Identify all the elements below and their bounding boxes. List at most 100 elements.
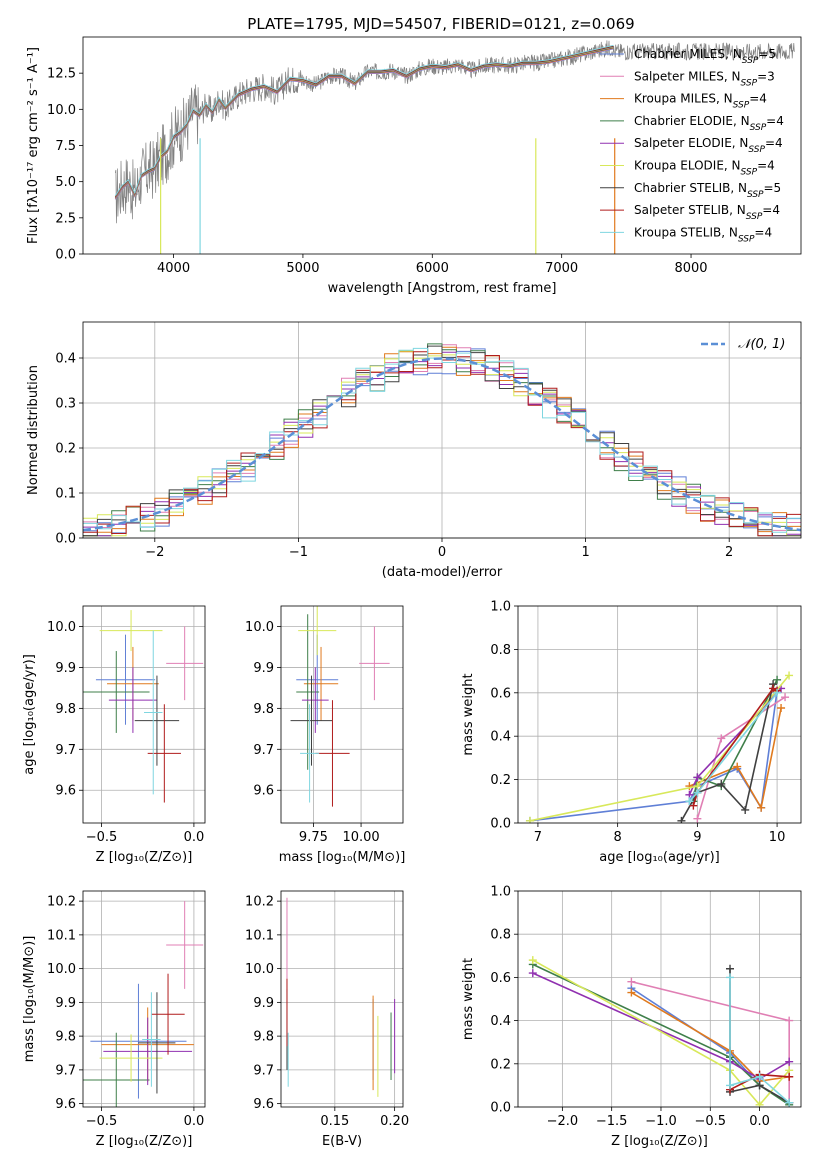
y-tick-label: 1.0 — [490, 600, 511, 615]
y-tick-label: 0.0 — [490, 1101, 511, 1116]
plot-frame — [82, 36, 802, 255]
sfh-marker — [528, 956, 537, 965]
y-tick-label: 9.7 — [55, 1063, 76, 1078]
y-tick-label: 10.0 — [47, 103, 76, 118]
errorbar-salpeter-miles — [166, 901, 204, 989]
sfh-marker — [785, 1057, 794, 1066]
errorbar-salpeter-elodie — [103, 1017, 193, 1086]
x-tick-label: 7000 — [545, 261, 578, 276]
x-tick-label: −1.5 — [596, 1114, 628, 1129]
y-tick-label: 9.8 — [253, 702, 274, 717]
sfh-marker — [717, 779, 726, 788]
sfh-line-kroupa-stelib — [729, 977, 790, 1104]
sfh-line-kroupa-miles — [630, 991, 790, 1082]
y-tick-label: 9.8 — [55, 1030, 76, 1045]
y-tick-label: 9.9 — [253, 661, 274, 676]
sfh-marker — [755, 1072, 764, 1081]
sfh-line-salpeter-elodie — [532, 972, 790, 1080]
observed-spectrum-line — [114, 40, 795, 224]
legend-label: Salpeter MILES, NSSP=3 — [634, 69, 775, 88]
sfh-marker — [785, 1016, 794, 1025]
y-tick-label: 2.5 — [55, 211, 76, 226]
y-tick-label: 10.0 — [47, 620, 76, 635]
y-tick-label: 9.9 — [253, 996, 274, 1011]
errorbar-salpeter-elodie — [301, 667, 329, 733]
y-tick-label: 9.6 — [55, 784, 76, 799]
y-axis-label: mass weight — [461, 958, 476, 1040]
sfh-marker — [717, 734, 726, 743]
y-tick-label: 9.6 — [253, 784, 274, 799]
sfh-marker — [693, 788, 702, 797]
sfh-marker — [785, 1072, 794, 1081]
sfh-marker — [785, 671, 794, 680]
y-tick-label: 7.5 — [55, 139, 76, 154]
plot-frame — [280, 605, 404, 824]
errorbar-chabrier-elodie — [83, 651, 150, 733]
plot-area — [83, 610, 204, 803]
panel-age-vs-Z: −0.5 0.0 9.6 9.7 9.8 9.9 10.0 Z [log₁₀(Z/Z⊙)] ag… — [22, 605, 206, 865]
sfh-marker — [773, 688, 782, 697]
x-tick-label: 10 — [769, 830, 786, 845]
sfh-marker — [525, 816, 534, 823]
x-axis-label: Z [log₁₀(Z/Z⊙)] — [96, 1134, 193, 1149]
errorbar-salpeter-stelib — [147, 704, 181, 803]
y-axis-label: Normed distribution — [26, 365, 41, 495]
legend-label: 𝒩(0, 1) — [738, 337, 785, 352]
y-tick-label: 0.1 — [55, 487, 76, 502]
plot-area — [83, 901, 204, 1107]
errorbar-kroupa-miles — [303, 646, 339, 721]
y-tick-label: 0.2 — [490, 1057, 511, 1072]
x-tick-label: −1.0 — [645, 1114, 677, 1129]
y-tick-label: 10.0 — [245, 962, 274, 977]
y-axis-label: age [log₁₀(age/yr)] — [22, 654, 37, 775]
plot-frame — [82, 321, 802, 539]
residual-hist-salpeter-stelib — [83, 351, 801, 537]
x-axis-label: wavelength [Angstrom, rest frame] — [328, 281, 557, 296]
plot-area — [528, 956, 794, 1107]
sfh-marker — [528, 969, 537, 978]
x-axis-label: E(B-V) — [322, 1134, 362, 1149]
panel-spectrum: 4000 5000 6000 7000 8000 0.0 2.5 5.0 7.5 10.0 12.5… — [26, 36, 802, 296]
plot-area — [290, 606, 390, 807]
sfh-line-chabrier-elodie — [532, 963, 790, 1106]
y-tick-label: 10.2 — [245, 895, 274, 910]
x-tick-label: 5000 — [286, 261, 319, 276]
y-tick-label: 0.0 — [490, 817, 511, 832]
sfh-line-salpeter-stelib — [692, 687, 778, 806]
sfh-marker — [689, 801, 698, 810]
legend-label: Chabrier STELIB, NSSP=5 — [634, 181, 781, 200]
legend-label: Salpeter STELIB, NSSP=4 — [634, 203, 780, 222]
sfh-marker — [757, 803, 766, 812]
x-tick-label: 0.20 — [380, 1114, 409, 1129]
y-tick-label: 0.4 — [490, 1014, 511, 1029]
sfh-marker — [777, 703, 786, 712]
y-axis-label: mass [log₁₀(M/M⊙)] — [22, 936, 37, 1063]
legend-label: Kroupa MILES, NSSP=4 — [634, 92, 767, 111]
errorbar-kroupa-stelib — [300, 704, 320, 803]
x-tick-label: −2 — [145, 545, 164, 560]
x-tick-label: 6000 — [416, 261, 449, 276]
y-tick-label: 9.7 — [253, 743, 274, 758]
errorbar-chabrier-elodie — [83, 1032, 150, 1107]
y-axis-label: Flux [fλ10⁻¹⁷ erg cm⁻² s⁻¹ A⁻¹] — [26, 47, 41, 244]
y-tick-label: 9.9 — [55, 661, 76, 676]
y-tick-label: 9.6 — [253, 1097, 274, 1112]
normal-curve — [83, 357, 801, 532]
plot-frame — [517, 605, 802, 824]
y-tick-label: 1.0 — [490, 885, 511, 900]
y-tick-label: 9.7 — [55, 743, 76, 758]
errorbar-kroupa-stelib — [144, 630, 163, 795]
panel-residuals: −2 −1 0 1 2 0.0 0.1 0.2 0.3 0.4 (data-model)/error… — [26, 321, 802, 580]
x-tick-label: 0.0 — [184, 1114, 205, 1129]
x-tick-label: 0.0 — [184, 830, 205, 845]
x-tick-label: −0.5 — [694, 1114, 726, 1129]
errorbar-kroupa-elodie — [99, 610, 163, 652]
y-tick-label: 0.0 — [55, 248, 76, 263]
panel-sfh-Z: −2.0 −1.5 −1.0 −0.5 0.0 0.0 0.2 0.4 0.6 0.8 1.0 Z [… — [461, 885, 802, 1149]
plot-area — [525, 671, 794, 823]
x-tick-label: 0 — [438, 545, 446, 560]
legend-label: Chabrier MILES, NSSP=5 — [634, 47, 776, 66]
x-tick-label: 9.75 — [299, 830, 328, 845]
y-tick-label: 0.2 — [55, 442, 76, 457]
